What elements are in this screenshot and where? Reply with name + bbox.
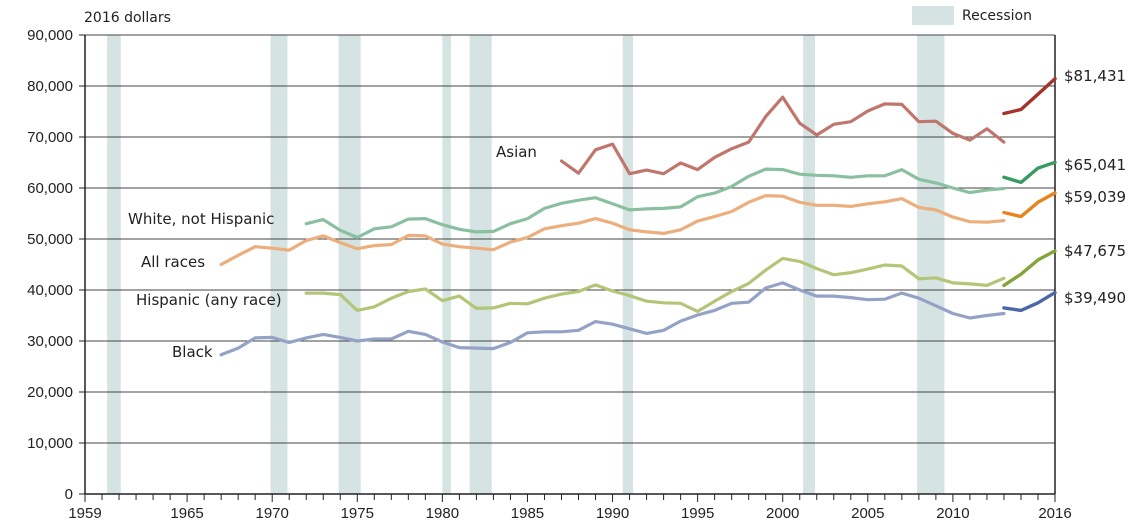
series-line-asian — [559, 95, 1006, 176]
series-label-black: Black — [172, 343, 213, 361]
series-labels: Asian White, not Hispanic All races Hisp… — [128, 67, 1126, 361]
end-label-all-races: $59,039 — [1064, 188, 1126, 206]
series-line-all-races-new — [1002, 191, 1057, 219]
y-tick-label: 10,000 — [27, 435, 73, 452]
series-line-white-not-hispanic — [304, 167, 1006, 240]
x-tick-label: 1985 — [511, 505, 544, 522]
end-label-asian: $81,431 — [1064, 67, 1126, 85]
series-lines — [219, 77, 1057, 357]
recession-band-1 — [270, 35, 288, 494]
end-label-black: $39,490 — [1064, 289, 1126, 307]
y-tick-label: 50,000 — [27, 231, 73, 248]
series-line-black-new — [1002, 290, 1057, 313]
end-label-hispanic: $47,675 — [1064, 242, 1126, 260]
recession-band-7 — [917, 35, 945, 494]
recession-legend-swatch — [912, 6, 954, 25]
x-tick-label: 2000 — [766, 505, 799, 522]
gridlines — [85, 34, 1055, 444]
series-line-all-races — [219, 194, 1006, 267]
series-line-hispanic-any-race-new — [1002, 249, 1057, 288]
x-tick-label: 1990 — [596, 505, 629, 522]
axes: 0 10,000 20,000 30,000 40,000 50,000 60,000 70,… — [27, 27, 1072, 522]
recession-band-3 — [442, 35, 451, 494]
x-tick-label: 1980 — [426, 505, 459, 522]
x-tick-label: 1965 — [170, 505, 203, 522]
x-tick-label: 2016 — [1038, 505, 1071, 522]
series-line-white-not-hispanic-new — [1002, 160, 1057, 185]
x-tick-label: 1959 — [68, 505, 101, 522]
series-label-asian: Asian — [496, 143, 537, 161]
recession-band-4 — [469, 35, 492, 494]
recession-band-5 — [622, 35, 633, 494]
x-tick-label: 2005 — [851, 505, 884, 522]
recession-legend-label: Recession — [962, 8, 1032, 24]
series-line-hispanic-any-race — [304, 256, 1006, 313]
y-tick-label: 40,000 — [27, 282, 73, 299]
y-tick-label: 80,000 — [27, 78, 73, 95]
series-line-asian-new — [1002, 77, 1057, 116]
series-label-all-races: All races — [141, 253, 205, 271]
recession-band-2 — [338, 35, 361, 494]
series-line-black — [219, 281, 1006, 357]
unit-label: 2016 dollars — [84, 10, 171, 26]
x-tick-label: 2010 — [936, 505, 969, 522]
y-tick-label: 90,000 — [27, 27, 73, 44]
y-tick-label: 20,000 — [27, 384, 73, 401]
y-tick-label: 0 — [65, 486, 73, 503]
y-tick-label: 30,000 — [27, 333, 73, 350]
y-tick-label: 60,000 — [27, 180, 73, 197]
recession-band-0 — [107, 35, 121, 494]
series-label-hispanic: Hispanic (any race) — [136, 291, 282, 309]
recession-bands — [107, 35, 945, 494]
x-tick-label: 1975 — [341, 505, 374, 522]
x-tick-label: 1970 — [256, 505, 289, 522]
end-label-white-not-hispanic: $65,041 — [1064, 156, 1126, 174]
x-tick-label: 1995 — [681, 505, 714, 522]
series-label-white-not-hispanic: White, not Hispanic — [128, 210, 274, 228]
y-tick-label: 70,000 — [27, 129, 73, 146]
